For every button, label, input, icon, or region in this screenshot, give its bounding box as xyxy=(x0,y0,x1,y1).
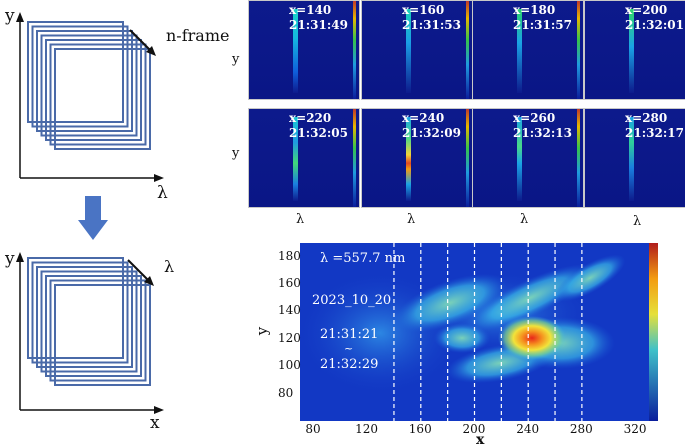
panel-x-position: x=160 xyxy=(402,3,445,17)
scan-position-lines xyxy=(393,243,583,421)
time-range-tilde: ~ xyxy=(344,342,354,355)
y-axis-label: y xyxy=(5,249,15,269)
stack-frame xyxy=(36,266,133,368)
panel-col2-lambda-label: λ xyxy=(407,212,416,227)
heatmap-x-axis-label: x xyxy=(476,432,485,448)
panel-colorbar xyxy=(577,109,580,207)
panel-colorbar xyxy=(466,1,469,99)
wavelength-label: λ =557.7 nm xyxy=(320,251,406,266)
panel-col3-lambda-label: λ xyxy=(520,212,529,227)
heatmap-image xyxy=(300,243,658,421)
panel-colorbar xyxy=(466,109,469,207)
panel-x-position: x=240 xyxy=(402,111,445,125)
frame-stack xyxy=(27,257,151,386)
panel-colorbar xyxy=(353,1,356,99)
y-tick-label: 140 xyxy=(278,303,301,318)
spectral-line-stripe xyxy=(517,117,522,201)
spectral-line-stripe xyxy=(406,117,411,201)
stack-frame xyxy=(54,284,151,386)
stack-frame xyxy=(45,275,142,377)
spectral-line-stripe xyxy=(629,117,634,201)
stack-frame xyxy=(31,261,129,364)
panel-row2-y-label: y xyxy=(232,146,240,161)
panel-timestamp: 21:32:13 xyxy=(513,126,572,140)
panel-col1-lambda-label: λ xyxy=(296,212,305,227)
stack-frame xyxy=(49,43,147,146)
x-tick-label: 200 xyxy=(462,422,486,436)
x-tick-label: 320 xyxy=(623,422,647,436)
frame-stack xyxy=(27,21,151,150)
stack-frame xyxy=(40,270,138,373)
panel-timestamp: 21:32:01 xyxy=(625,18,684,32)
date-label: 2023_10_20 xyxy=(312,293,392,308)
spectral-frame-panel: x=180 21:31:57 xyxy=(472,0,584,100)
panel-x-position: x=260 xyxy=(513,111,556,125)
spectral-line-stripe xyxy=(517,9,522,93)
n-frame-arrow xyxy=(129,29,153,53)
spectral-frame-panel: x=140 21:31:49 xyxy=(248,0,360,100)
x-tick-label: 120 xyxy=(355,422,379,436)
spectral-line-stripe xyxy=(406,9,411,93)
spectral-line-stripe xyxy=(293,9,298,93)
spectral-frame-panel: x=220 21:32:05 xyxy=(248,108,360,208)
spectral-line-stripe xyxy=(293,117,298,201)
panel-col4-lambda-label: λ xyxy=(633,214,642,229)
spectral-frame-panel: x=160 21:31:53 xyxy=(361,0,473,100)
panel-timestamp: 21:32:05 xyxy=(289,126,348,140)
x-tick-label: 280 xyxy=(569,422,593,436)
y-tick-label: 180 xyxy=(278,248,301,263)
y-axis-label: y xyxy=(5,6,15,26)
panel-colorbar xyxy=(353,109,356,207)
panel-timestamp: 21:32:17 xyxy=(625,126,684,140)
x-tick-label: 160 xyxy=(408,422,432,436)
spectral-frame-panel: x=200 21:32:01 xyxy=(584,0,685,100)
y-tick-label: 100 xyxy=(278,358,301,373)
x-tick-label: 80 xyxy=(305,422,321,436)
transform-down-arrow xyxy=(78,196,108,240)
heatmap-y-axis-label: y xyxy=(253,326,272,336)
y-tick-label: 80 xyxy=(278,385,294,400)
panel-x-position: x=140 xyxy=(289,3,332,17)
heatmap-colorbar xyxy=(649,243,658,421)
y-tick-label: 160 xyxy=(278,276,301,291)
spectral-frame-panel: x=260 21:32:13 xyxy=(472,108,584,208)
spectral-frame-panel: x=240 21:32:09 xyxy=(361,108,473,208)
lambda-stack-label: λ xyxy=(164,257,175,276)
n-frame-label: n-frame xyxy=(166,26,230,45)
lambda-axis-label: λ xyxy=(157,183,168,203)
lambda-axis-arrowhead xyxy=(154,174,164,182)
time-start-label: 21:31:21 xyxy=(320,327,379,342)
y-axis-arrowhead xyxy=(16,12,24,22)
panel-timestamp: 21:31:49 xyxy=(289,18,348,32)
intensity-heatmap: λ =557.7 nm 2023_10_20 21:31:21 ~ 21:32:… xyxy=(300,243,658,421)
panel-x-position: x=180 xyxy=(513,3,556,17)
stack-frame xyxy=(27,257,124,359)
x-tick-label: 240 xyxy=(516,422,540,436)
stack-frame xyxy=(49,279,147,382)
x-axis-label: x xyxy=(150,413,160,433)
panel-row1-y-label: y xyxy=(232,52,240,67)
stack-frame xyxy=(40,34,138,137)
stack-frame xyxy=(31,25,129,128)
lambda-arrow xyxy=(127,259,151,283)
time-end-label: 21:32:29 xyxy=(320,357,379,372)
panel-x-position: x=200 xyxy=(625,3,668,17)
stack-frame xyxy=(36,30,133,132)
n-frame-stack-diagram xyxy=(16,12,164,182)
panel-colorbar xyxy=(577,1,580,99)
stack-frame xyxy=(54,48,151,150)
panel-x-position: x=280 xyxy=(625,111,668,125)
lambda-stack-diagram xyxy=(16,252,164,414)
panel-timestamp: 21:31:57 xyxy=(513,18,572,32)
y-tick-label: 120 xyxy=(278,330,301,345)
panel-x-position: x=220 xyxy=(289,111,332,125)
spectral-line-stripe xyxy=(629,9,634,93)
stack-frame xyxy=(45,39,142,141)
panel-timestamp: 21:32:09 xyxy=(402,126,461,140)
spectral-frame-panel: x=280 21:32:17 xyxy=(584,108,685,208)
panel-timestamp: 21:31:53 xyxy=(402,18,461,32)
stack-frame xyxy=(27,21,124,123)
